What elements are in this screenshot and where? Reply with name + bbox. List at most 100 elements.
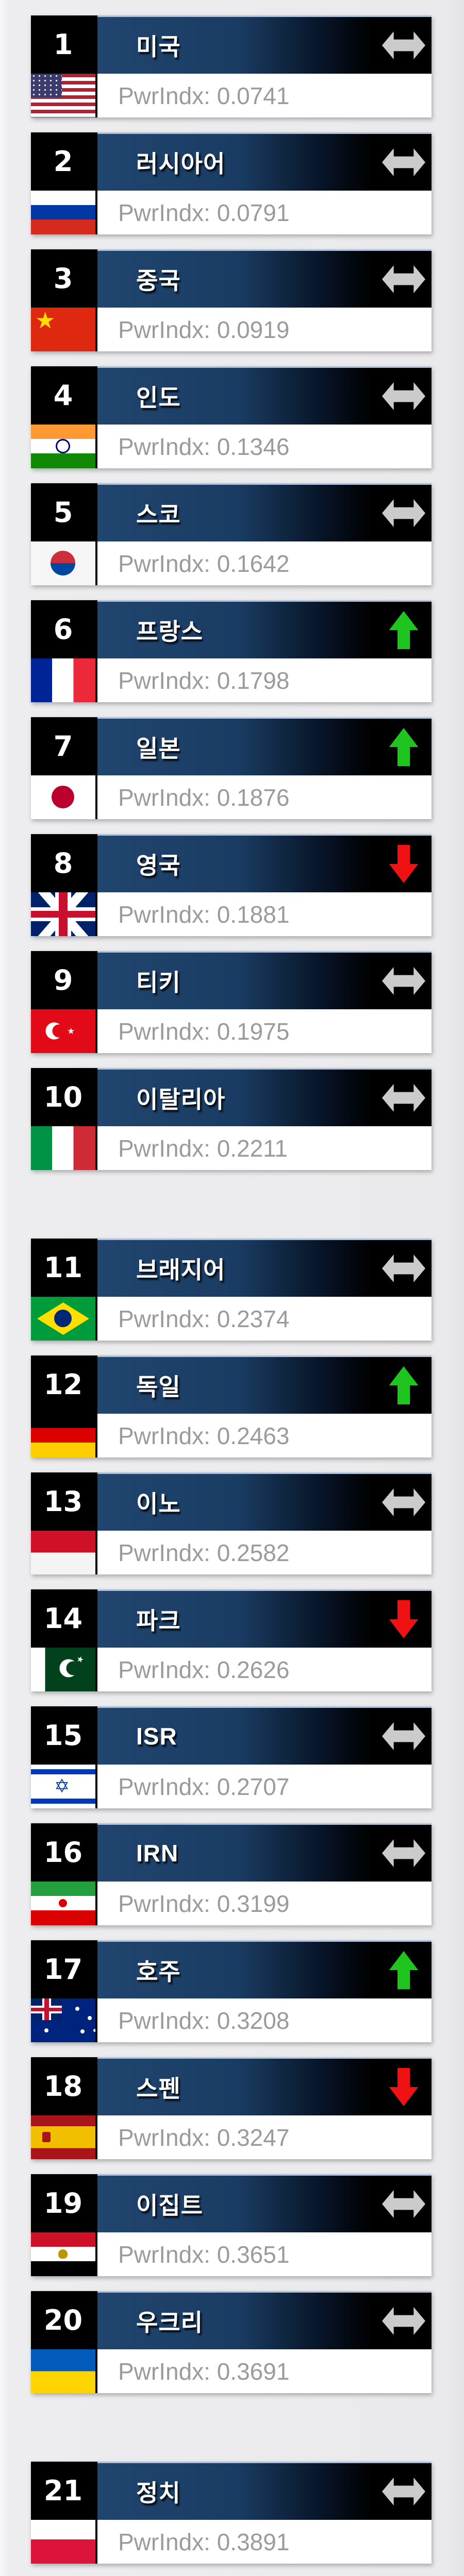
vertical-divider: [95, 2174, 97, 2276]
power-index-value: PwrIndx: 0.2463: [97, 1414, 432, 1458]
row-header: 정치: [97, 2462, 432, 2520]
row-header: 이노: [97, 1472, 432, 1531]
down-arrow-icon: [389, 1600, 419, 1638]
rank-row-7[interactable]: 7 일본 PwrIndx: 0.1876: [31, 717, 432, 819]
power-index-value: PwrIndx: 0.3199: [97, 1882, 432, 1925]
rank-row-20[interactable]: 20 우크리 PwrIndx: 0.3691: [31, 2291, 432, 2393]
rank-row-12[interactable]: 12 독일 PwrIndx: 0.2463: [31, 1355, 432, 1458]
tr-flag-icon: [31, 1009, 95, 1053]
row-content: 영국 PwrIndx: 0.1881: [97, 834, 432, 936]
rank-row-2[interactable]: 2 러시아어 PwrIndx: 0.0791: [31, 132, 432, 234]
vertical-divider: [95, 834, 97, 936]
rank-row-11[interactable]: 11 브래지어 PwrIndx: 0.2374: [31, 1239, 432, 1341]
rank-number: 21: [31, 2462, 95, 2520]
row-header: 중국: [97, 249, 432, 308]
left-right-arrow-icon: [382, 31, 425, 59]
rank-flag-column: 21: [31, 2462, 95, 2564]
row-header: 프랑스: [97, 600, 432, 658]
country-name: IRN: [136, 1840, 179, 1867]
vertical-divider: [95, 1068, 97, 1170]
row-content: 일본 PwrIndx: 0.1876: [97, 717, 432, 819]
left-right-arrow-icon: [382, 1839, 425, 1867]
vertical-divider: [95, 1472, 97, 1574]
vertical-divider: [95, 249, 97, 351]
vertical-divider: [95, 1823, 97, 1925]
vertical-divider: [95, 2291, 97, 2393]
rank-row-14[interactable]: 14 파크 PwrIndx: 0.2626: [31, 1589, 432, 1691]
vertical-divider: [95, 366, 97, 468]
rank-row-8[interactable]: 8 영국 PwrIndx: 0.1881: [31, 834, 432, 936]
row-content: 티키 PwrIndx: 0.1975: [97, 951, 432, 1053]
row-content: 인도 PwrIndx: 0.1346: [97, 366, 432, 468]
rank-row-19[interactable]: 19 이집트 PwrIndx: 0.3651: [31, 2174, 432, 2276]
rank-flag-column: 20: [31, 2291, 95, 2393]
power-index-value: PwrIndx: 0.3247: [97, 2115, 432, 2159]
country-name: 스코: [136, 501, 181, 528]
row-header: 인도: [97, 366, 432, 425]
rank-row-21[interactable]: 21 정치 PwrIndx: 0.3891: [31, 2462, 432, 2564]
country-name: 이노: [136, 1490, 181, 1517]
row-header: 독일: [97, 1355, 432, 1414]
kr-flag-icon: [31, 541, 95, 585]
vertical-divider: [95, 1706, 97, 1808]
rank-flag-column: 1: [31, 15, 95, 117]
row-content: 중국 PwrIndx: 0.0919: [97, 249, 432, 351]
country-name: 영국: [136, 852, 181, 879]
rank-number: 8: [31, 834, 95, 892]
left-right-arrow-icon: [382, 2190, 425, 2218]
up-arrow-icon: [389, 1366, 419, 1404]
rank-row-4[interactable]: 4 인도 PwrIndx: 0.1346: [31, 366, 432, 468]
country-name: 러시아어: [136, 150, 226, 177]
row-content: 우크리 PwrIndx: 0.3691: [97, 2291, 432, 2393]
rank-row-1[interactable]: 1 미국 PwrIndx: 0.0741: [31, 15, 432, 117]
rank-flag-column: 12: [31, 1355, 95, 1458]
row-header: 이집트: [97, 2174, 432, 2232]
rank-row-6[interactable]: 6 프랑스 PwrIndx: 0.1798: [31, 600, 432, 702]
rank-number: 5: [31, 483, 95, 541]
rank-flag-column: 6: [31, 600, 95, 702]
rank-row-9[interactable]: 9 티키 PwrIndx: 0.1975: [31, 951, 432, 1053]
rank-row-13[interactable]: 13 이노 PwrIndx: 0.2582: [31, 1472, 432, 1574]
cn-flag-icon: [31, 308, 95, 351]
country-name: 독일: [136, 1374, 181, 1400]
rank-row-10[interactable]: 10 이탈리아 PwrIndx: 0.2211: [31, 1068, 432, 1170]
rank-flag-column: 8: [31, 834, 95, 936]
vertical-divider: [95, 483, 97, 585]
rank-flag-column: 4: [31, 366, 95, 468]
rank-number: 6: [31, 600, 95, 658]
rank-row-15[interactable]: 15 ISR PwrIndx: 0.2707: [31, 1706, 432, 1808]
row-content: 이탈리아 PwrIndx: 0.2211: [97, 1068, 432, 1170]
rank-row-18[interactable]: 18 스펜 PwrIndx: 0.3247: [31, 2057, 432, 2159]
rank-row-16[interactable]: 16 IRN PwrIndx: 0.3199: [31, 1823, 432, 1925]
country-name: 정치: [136, 2480, 181, 2506]
rank-flag-column: 18: [31, 2057, 95, 2159]
rank-row-17[interactable]: 17 호주 PwrIndx: 0.3208: [31, 1940, 432, 2042]
power-index-value: PwrIndx: 0.1642: [97, 541, 432, 585]
rank-number: 17: [31, 1940, 95, 1998]
vertical-divider: [95, 1940, 97, 2042]
country-name: ISR: [136, 1723, 177, 1750]
es-flag-icon: [31, 2115, 95, 2159]
rank-row-3[interactable]: 3 중국 PwrIndx: 0.0919: [31, 249, 432, 351]
power-index-value: PwrIndx: 0.3891: [97, 2520, 432, 2564]
left-right-arrow-icon: [382, 1084, 425, 1112]
fr-flag-icon: [31, 658, 95, 702]
rank-number: 15: [31, 1706, 95, 1765]
row-header: 브래지어: [97, 1239, 432, 1297]
power-index-value: PwrIndx: 0.1975: [97, 1009, 432, 1053]
au-flag-icon: [31, 1998, 95, 2042]
left-right-arrow-icon: [382, 382, 425, 410]
us-flag-icon: [31, 74, 95, 117]
rank-number: 4: [31, 366, 95, 425]
up-arrow-icon: [389, 611, 419, 649]
rank-flag-column: 17: [31, 1940, 95, 2042]
left-right-arrow-icon: [382, 499, 425, 527]
rank-row-5[interactable]: 5 스코 PwrIndx: 0.1642: [31, 483, 432, 585]
vertical-divider: [95, 1355, 97, 1458]
row-content: ISR PwrIndx: 0.2707: [97, 1706, 432, 1808]
rank-number: 18: [31, 2057, 95, 2115]
country-name: 중국: [136, 267, 181, 294]
country-name: 미국: [136, 33, 181, 60]
up-arrow-icon: [389, 1951, 419, 1989]
pl-flag-icon: [31, 2520, 95, 2564]
